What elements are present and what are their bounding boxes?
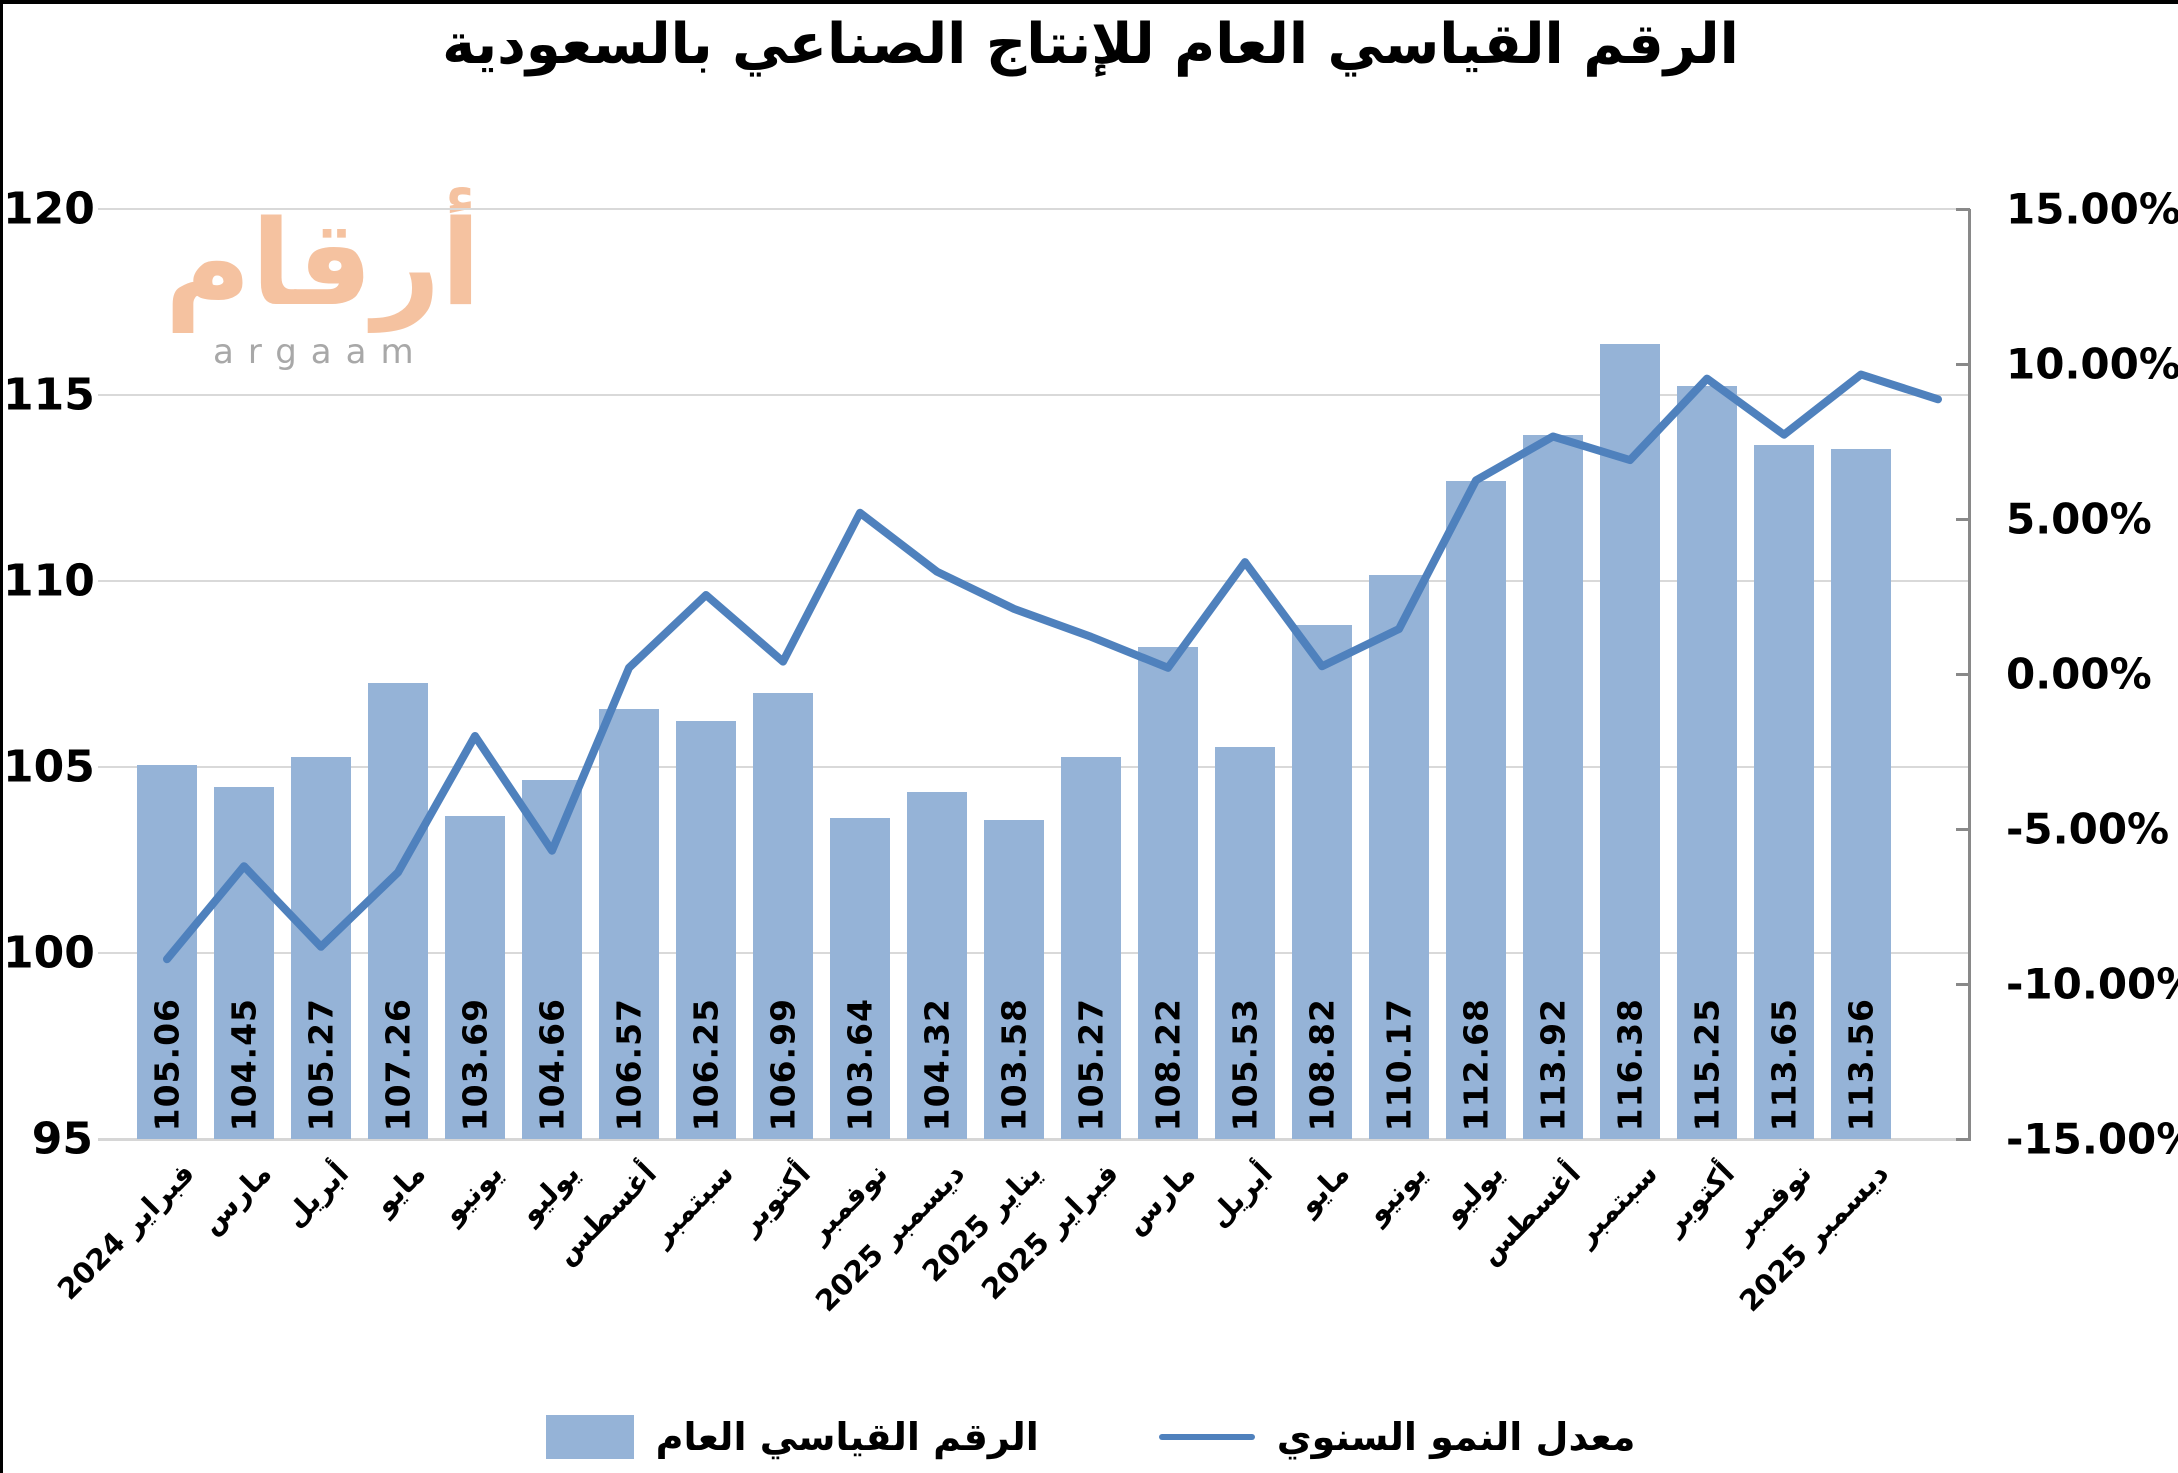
left-axis-label-120: 120 xyxy=(3,183,95,235)
left-axis-label-115: 115 xyxy=(3,369,95,421)
right-axis-tick xyxy=(1956,673,1970,676)
chart-title: الرقم القياسي العام للإنتاج الصناعي بالس… xyxy=(442,12,1739,77)
right-axis-tick xyxy=(1956,828,1970,831)
gridline-120 xyxy=(98,208,1968,210)
index-bar: 113.65 xyxy=(1754,445,1814,1139)
index-bar: 104.66 xyxy=(522,779,582,1139)
right-axis-label--15.00%: -15.00% xyxy=(2006,1114,2178,1164)
left-axis-label-110: 110 xyxy=(3,555,95,607)
left-axis-label-105: 105 xyxy=(3,741,95,793)
legend-item-index: الرقم القياسي العام xyxy=(545,1415,1039,1459)
gridline-105 xyxy=(98,766,1968,768)
index-bar: 108.22 xyxy=(1138,647,1198,1139)
x-axis-line xyxy=(98,1138,1968,1141)
gridline-110 xyxy=(98,580,1968,582)
growth-line-path xyxy=(163,370,1942,964)
right-axis-label--10.00%: -10.00% xyxy=(2006,959,2178,1009)
gridline-115 xyxy=(98,394,1968,396)
right-axis-tick xyxy=(1956,518,1970,521)
line-series-label: معدل النمو السنوي xyxy=(1276,1415,1636,1459)
index-bar: 112.68 xyxy=(1446,481,1506,1139)
right-axis-label-15.00%: 15.00% xyxy=(2006,184,2178,234)
bar-series-label: الرقم القياسي العام xyxy=(655,1415,1039,1459)
index-bar: 103.69 xyxy=(445,815,505,1139)
growth-line-series xyxy=(163,370,1942,964)
right-axis-label-0.00%: 0.00% xyxy=(2006,649,2152,699)
index-bar: 108.82 xyxy=(1292,624,1352,1139)
right-axis-tick xyxy=(1956,363,1970,366)
right-axis-tick xyxy=(1956,1138,1970,1141)
index-bar: 105.53 xyxy=(1215,747,1275,1139)
index-bar: 106.99 xyxy=(753,692,813,1139)
line-series-swatch xyxy=(1158,1434,1255,1440)
right-axis-tick xyxy=(1956,983,1970,986)
index-bar: 107.26 xyxy=(368,682,428,1139)
index-bar: 105.06 xyxy=(137,764,197,1139)
index-bar: 106.57 xyxy=(599,708,659,1139)
index-bar: 116.38 xyxy=(1600,343,1660,1139)
index-bar: 103.58 xyxy=(984,819,1044,1139)
index-bar: 104.45 xyxy=(214,787,274,1139)
index-bar: 115.25 xyxy=(1677,385,1737,1139)
left-axis-label-95: 95 xyxy=(31,1113,93,1165)
right-axis-label--5.00%: -5.00% xyxy=(2006,804,2170,854)
left-axis-label-100: 100 xyxy=(3,927,95,979)
index-bar: 113.56 xyxy=(1831,448,1891,1139)
right-axis-tick xyxy=(1956,208,1970,211)
legend: الرقم القياسي العام معدل النمو السنوي xyxy=(3,1415,2178,1459)
bar-series-swatch xyxy=(545,1415,634,1459)
index-bar: 113.92 xyxy=(1523,435,1583,1139)
legend-item-growth: معدل النمو السنوي xyxy=(1158,1415,1636,1459)
index-bar: 106.25 xyxy=(676,720,736,1139)
right-axis-label-5.00%: 5.00% xyxy=(2006,494,2152,544)
index-bar: 103.64 xyxy=(830,817,890,1139)
index-bar: 110.17 xyxy=(1369,574,1429,1139)
right-axis-label-10.00%: 10.00% xyxy=(2006,339,2178,389)
index-bar: 105.27 xyxy=(1061,756,1121,1139)
index-bar: 104.32 xyxy=(907,792,967,1139)
